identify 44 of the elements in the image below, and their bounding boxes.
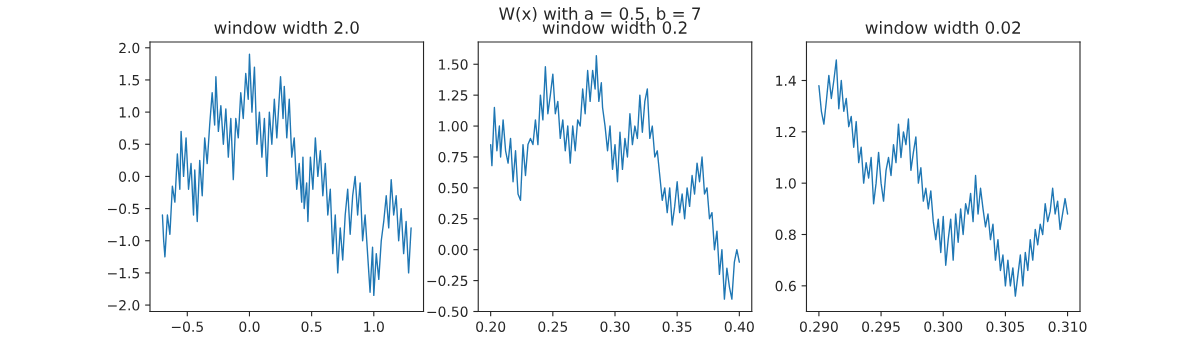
chart-title: window width 0.02 [865,21,1021,34]
line-series [818,59,1069,297]
y-tick-label: 1.5 [119,75,140,86]
text: W(x) with a = 0.5, b = 7 [499,7,701,22]
y-tick-label: 1.0 [119,107,140,118]
x-tick-label: 0.0 [239,321,260,332]
y-tick-label: −1.0 [108,235,140,247]
x-tick-label: 0.305 [986,321,1025,332]
y-tick-label: 1.00 [439,121,468,132]
y-tick-label: 0.50 [438,182,468,194]
y-tick-label: 1.4 [776,75,796,86]
x-tick-label: −0.5 [171,321,203,332]
y-tick-label: −0.25 [427,275,468,287]
x-tick-label: 0.25 [538,321,568,332]
y-tick-label: −2.0 [108,300,140,311]
x-tick-label: 0.20 [476,321,506,332]
y-tick-label: 1.2 [776,126,796,138]
x-tick-label: 0.40 [724,321,754,332]
y-tick-label: 0.5 [119,139,140,150]
x-tick-label: 0.30 [600,321,630,332]
x-tick-label: 1.0 [364,321,384,332]
y-tick-label: 0.25 [438,213,468,225]
chart-title: window width 2.0 [214,21,359,34]
line-series [161,53,412,297]
y-tick-label: 1.25 [439,90,468,101]
y-tick-label: −0.50 [427,306,468,317]
x-tick-label: 0.310 [1048,321,1087,332]
y-tick-label: 2.0 [119,42,140,54]
x-tick-label: 0.35 [662,321,692,332]
line-series [489,54,741,300]
x-tick-label: 0.300 [924,321,963,332]
y-tick-label: 0.75 [438,151,468,163]
y-tick-label: −1.5 [108,268,140,279]
y-tick-label: −0.5 [108,203,140,215]
x-tick-label: 0.5 [301,321,322,332]
x-tick-label: 0.290 [799,321,838,332]
y-tick-label: 0.8 [775,229,796,240]
chart-title: window width 0.2 [542,21,687,34]
y-tick-label: 1.0 [776,178,796,189]
y-tick-label: 1.50 [439,59,468,70]
y-tick-label: 0.00 [438,244,468,256]
y-tick-label: 0.6 [775,280,796,292]
y-tick-label: 0.0 [119,171,140,182]
x-tick-label: 0.295 [862,321,900,332]
